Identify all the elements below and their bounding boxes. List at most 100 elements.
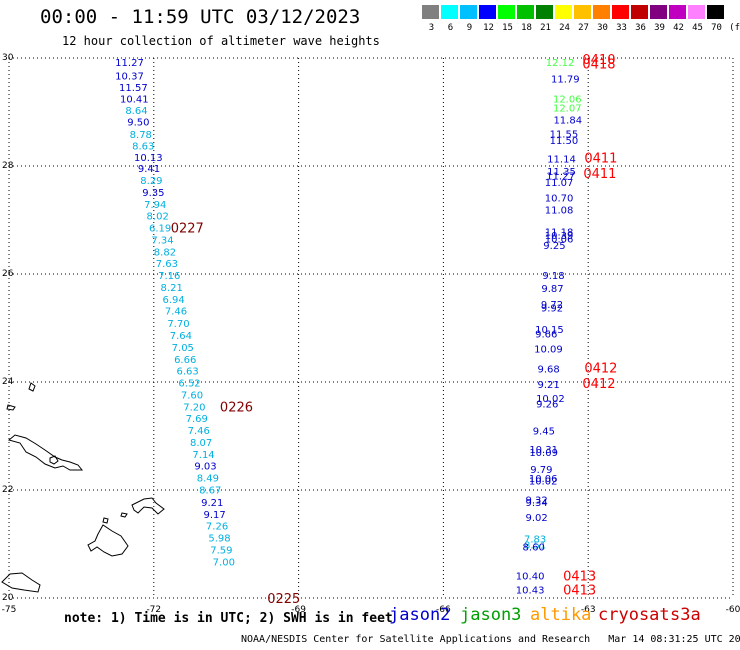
wave-height-point: 9.35: [142, 188, 164, 199]
pass-time-label: 0413: [563, 569, 596, 584]
wave-height-point: 9.72: [541, 300, 563, 311]
wave-height-point: 11.14: [547, 154, 576, 165]
lon-tick-label: -75: [2, 605, 17, 615]
wave-height-point: 7.64: [170, 331, 192, 342]
legend-swatch: [536, 5, 553, 19]
wave-height-point: 8.51: [524, 541, 546, 552]
wave-height-point: 7.60: [181, 390, 203, 401]
lat-tick-label: 22: [2, 485, 13, 495]
lon-tick-label: -69: [291, 605, 306, 615]
legend-swatch: [441, 5, 458, 19]
wave-height-point: 11.84: [553, 116, 582, 127]
wave-height-point: 6.19: [149, 224, 171, 235]
legend-swatch: [688, 5, 705, 19]
lon-tick-label: -66: [436, 605, 451, 615]
wave-height-point: 7.00: [213, 557, 235, 568]
wave-height-point: 11.27: [546, 172, 575, 183]
coast-isle-2: [120, 512, 128, 518]
lon-tick-label: -63: [581, 605, 596, 615]
credit-line: NOAA/NESDIS Center for Satellite Applica…: [241, 634, 740, 645]
wave-height-point: 12.07: [553, 104, 582, 115]
wave-height-point: 8.07: [190, 438, 212, 449]
lon-tick-label: -72: [146, 605, 161, 615]
legend-bin-label: 45: [692, 23, 703, 33]
wave-height-point: 9.18: [542, 271, 564, 282]
wave-height-point: 10.31: [529, 445, 558, 456]
wave-height-point: 8.63: [132, 141, 154, 152]
wave-height-point: 11.55: [550, 130, 579, 141]
wave-height-point: 10.40: [516, 571, 545, 582]
wave-height-point: 9.66: [535, 329, 557, 340]
wave-height-point: 7.20: [183, 402, 205, 413]
legend-swatch: [574, 5, 591, 19]
wave-height-point: 7.26: [206, 522, 228, 533]
legend-bin-label: 9: [466, 23, 473, 33]
wave-height-point: 10.09: [534, 345, 563, 356]
wave-height-point: 9.32: [525, 496, 547, 507]
wave-height-point: 8.82: [154, 247, 176, 258]
legend-swatch: [593, 5, 610, 19]
legend-swatch: [422, 5, 439, 19]
wave-height-point: 9.25: [543, 241, 565, 252]
footnote: note: 1) Time is in UTC; 2) SWH is in fe…: [64, 611, 393, 626]
coast-caicos: [131, 497, 165, 515]
wave-height-point: 6.63: [176, 367, 198, 378]
legend-jason2: jason2: [389, 605, 451, 625]
pass-time-label: 0225: [267, 592, 300, 607]
coast-bahamas-3: [49, 455, 59, 465]
wave-height-point: 8.60: [523, 543, 545, 554]
wave-height-point: 9.21: [538, 380, 560, 391]
wave-height-point: 8.21: [161, 283, 183, 294]
legend-swatch: [460, 5, 477, 19]
wave-height-point: 10.09: [529, 448, 558, 459]
wave-height-point: 11.35: [547, 167, 576, 178]
wave-height-point: 9.26: [536, 400, 558, 411]
legend-bin-label: 21: [540, 23, 551, 33]
wave-height-point: 10.06: [545, 234, 574, 245]
wave-height-point: 8.67: [199, 485, 221, 496]
wave-height-point: 12.06: [553, 95, 582, 106]
wave-height-point: 5.98: [208, 534, 230, 545]
legend-swatch: [498, 5, 515, 19]
wave-height-point: 10.02: [529, 476, 558, 487]
wave-height-point: 7.83: [524, 535, 546, 546]
coast-isle-1: [102, 517, 109, 524]
wave-height-point: 9.41: [138, 164, 160, 175]
legend-swatch: [669, 5, 686, 19]
pass-time-label: 0411: [583, 167, 616, 182]
wave-height-point: 6.66: [174, 355, 196, 366]
legend-s3a: s3a: [670, 605, 701, 625]
wave-height-point: 10.37: [115, 71, 144, 82]
legend-bin-label: 6: [447, 23, 454, 33]
coast-cuba: [7, 434, 84, 471]
legend-bin-label: 42: [673, 23, 684, 33]
wave-height-point: 9.87: [541, 284, 563, 295]
legend-bin-label: 12: [483, 23, 494, 33]
wave-height-point: 7.63: [156, 259, 178, 270]
coast-hispaniola: [87, 524, 129, 557]
legend-bin-label: 39: [654, 23, 665, 33]
coastline: [1, 382, 165, 593]
coast-bahamas-1: [28, 382, 36, 392]
legend-swatch: [707, 5, 724, 19]
legend-unit: (ft): [729, 23, 740, 33]
wave-height-point: 7.34: [151, 235, 173, 246]
legend-swatch: [650, 5, 667, 19]
wave-height-point: 9.02: [525, 513, 547, 524]
lat-tick-label: 30: [2, 53, 14, 63]
wave-height-point: 8.29: [140, 176, 162, 187]
wave-height-point: 11.50: [550, 136, 579, 147]
wave-height-point: 7.94: [144, 200, 166, 211]
wave-height-point: 6.94: [162, 295, 184, 306]
wave-height-point: 7.70: [167, 319, 189, 330]
wave-height-point: 9.68: [538, 365, 560, 376]
wave-height-point: 9.92: [541, 303, 563, 314]
wave-height-point: 11.57: [119, 83, 148, 94]
wave-height-point: 12.12: [546, 58, 575, 69]
wave-height-point: 9.50: [127, 118, 149, 129]
wave-height-point: 9.34: [525, 498, 547, 509]
lon-tick-label: -60: [726, 605, 740, 615]
pass-time-label: 0226: [220, 400, 253, 415]
